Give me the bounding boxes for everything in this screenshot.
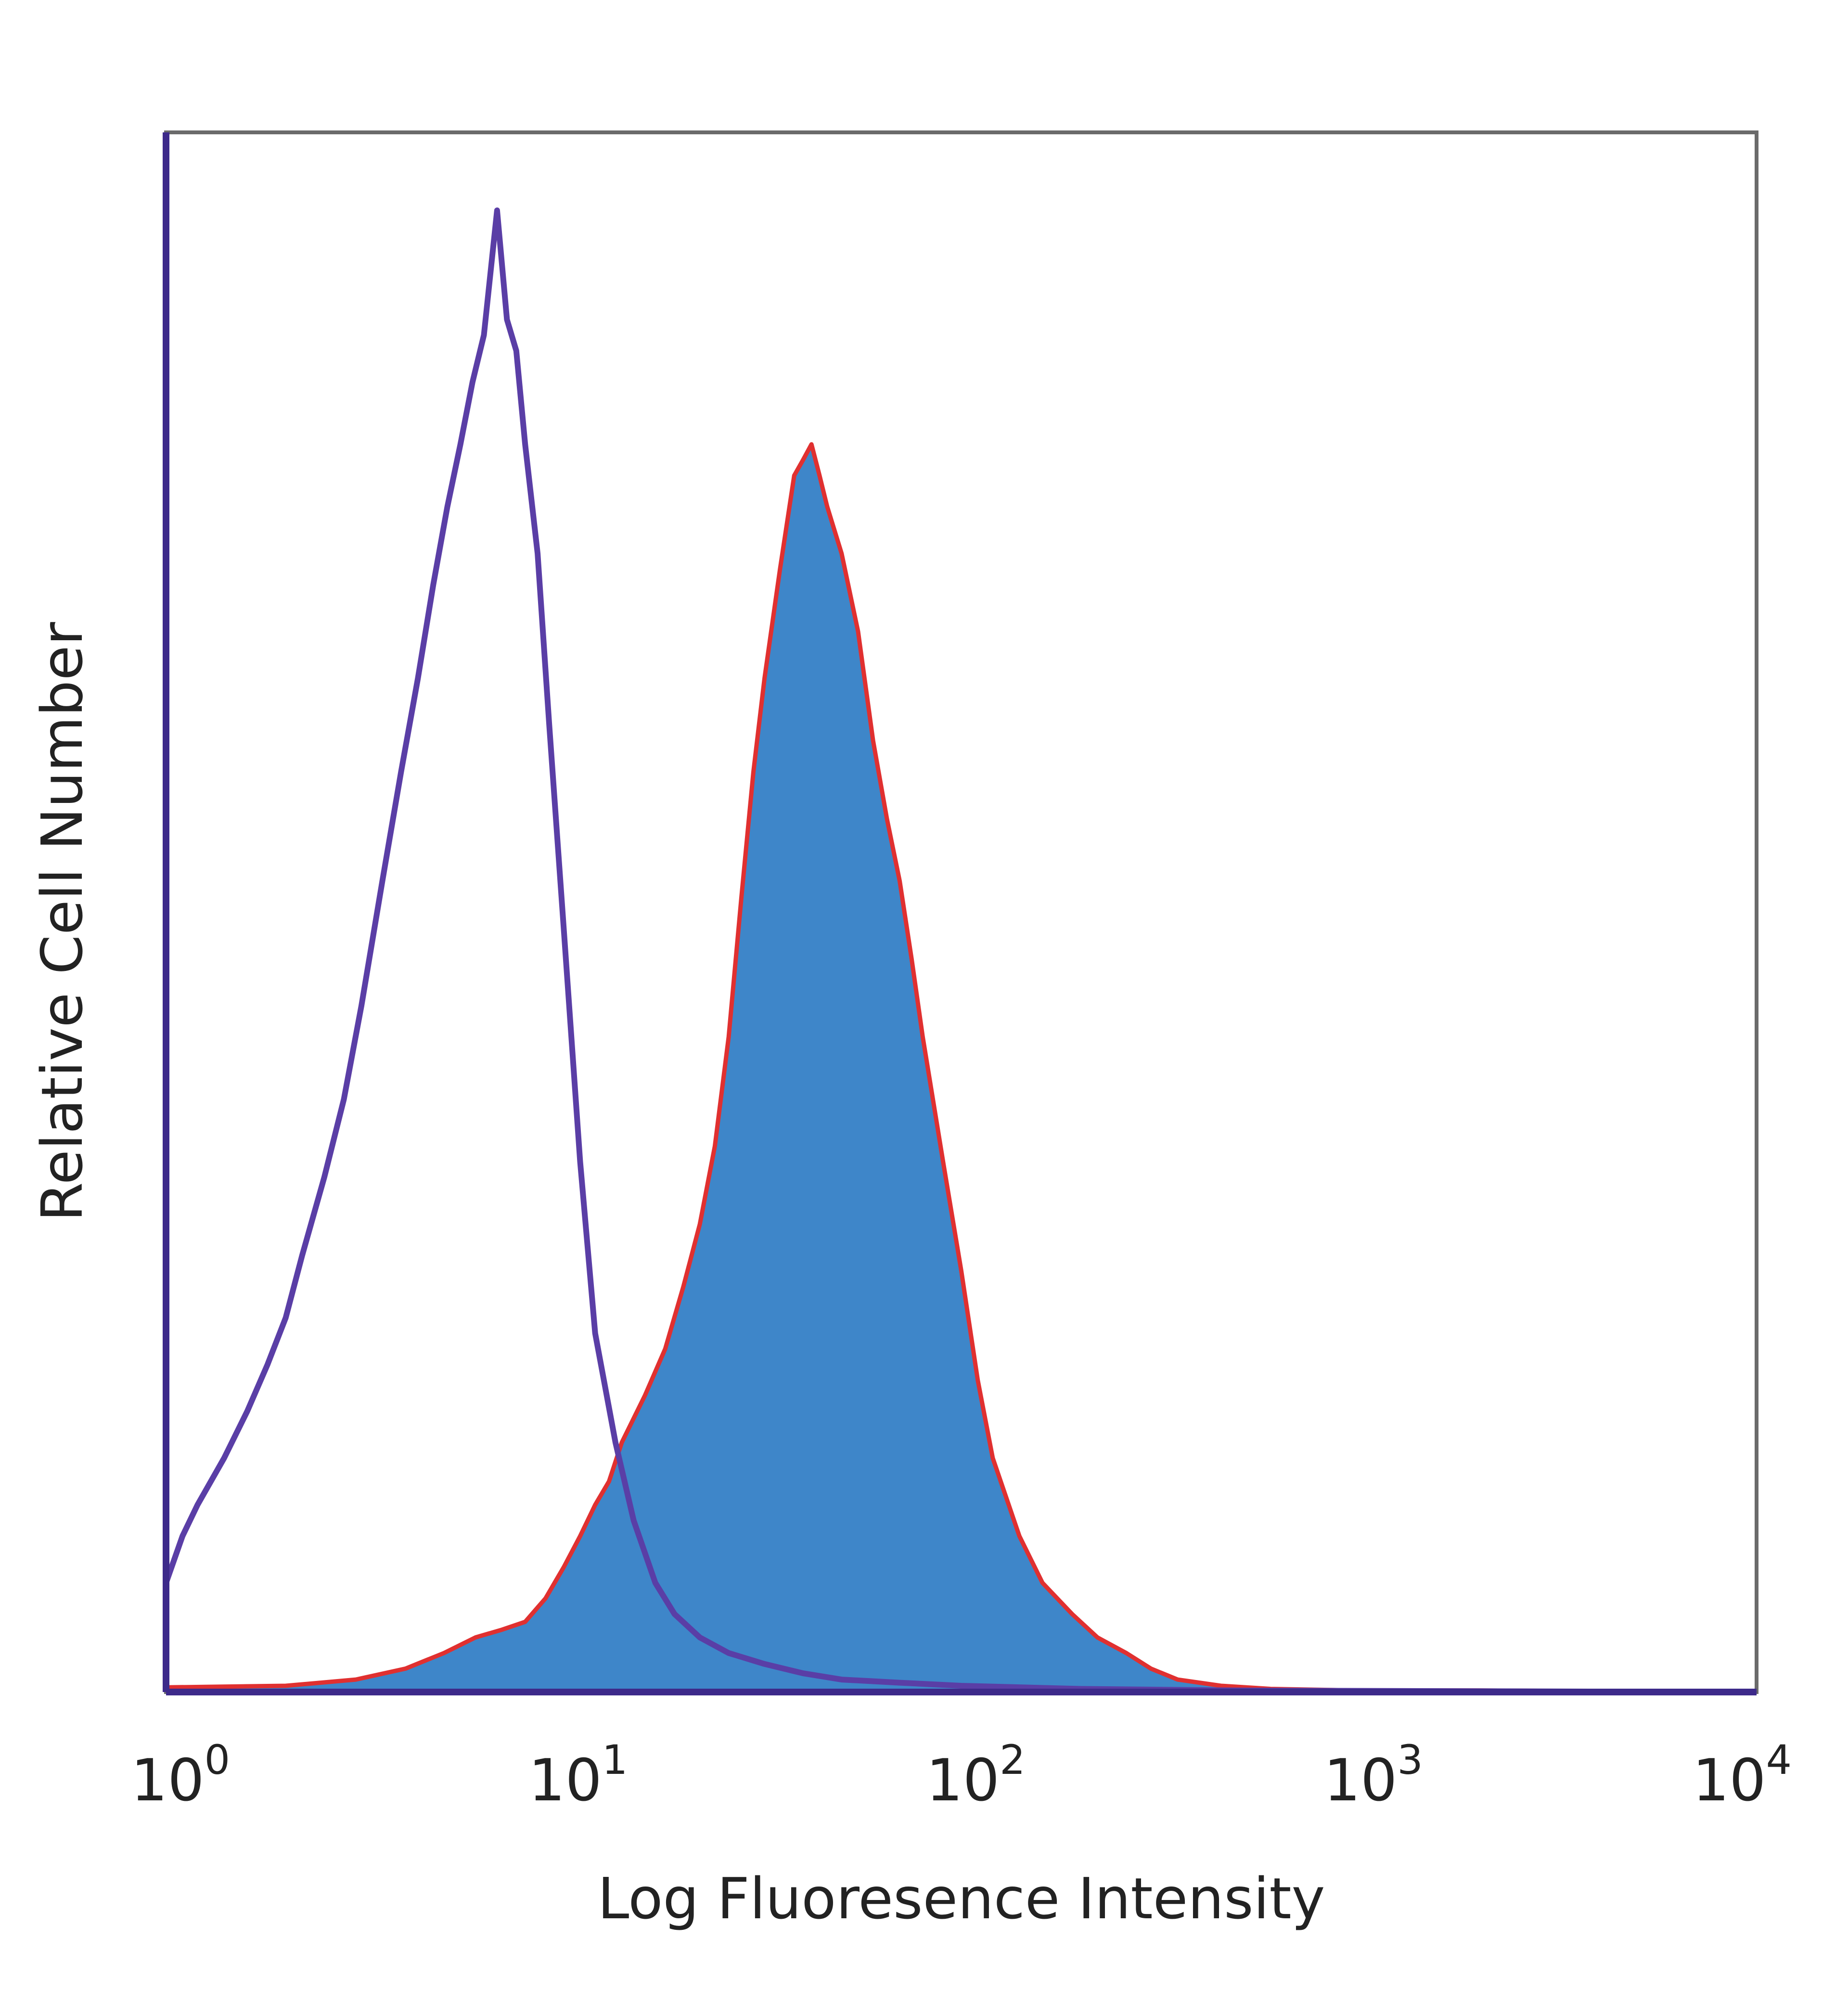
x-tick-label: 100 [131, 1736, 230, 1814]
x-tick-label: 102 [926, 1736, 1025, 1814]
series-0-line [163, 207, 1757, 1695]
x-tick-base: 10 [1693, 1747, 1766, 1814]
x-tick-label: 103 [1324, 1736, 1423, 1814]
series-1-edge [166, 442, 1757, 1694]
x-tick-exponent: 4 [1766, 1736, 1792, 1783]
x-tick-base: 10 [1324, 1747, 1398, 1814]
series-layer [163, 207, 1757, 1695]
x-tick-base: 10 [926, 1747, 1000, 1814]
x-tick-base: 10 [528, 1747, 602, 1814]
x-tick-exponent: 3 [1397, 1736, 1423, 1783]
x-tick-label: 104 [1693, 1736, 1792, 1814]
x-tick-exponent: 1 [602, 1736, 628, 1783]
x-tick-base: 10 [131, 1747, 205, 1814]
x-axis-label: Log Fluoresence Intensity [598, 1865, 1325, 1932]
x-tick-label: 101 [528, 1736, 628, 1814]
x-tick-labels: 100 101 102 103 104 [131, 1736, 1792, 1814]
series-1-fill [166, 444, 1757, 1692]
x-tick-exponent: 0 [205, 1736, 230, 1783]
x-tick-exponent: 2 [1000, 1736, 1025, 1783]
y-axis-label: Relative Cell Number [29, 622, 95, 1222]
